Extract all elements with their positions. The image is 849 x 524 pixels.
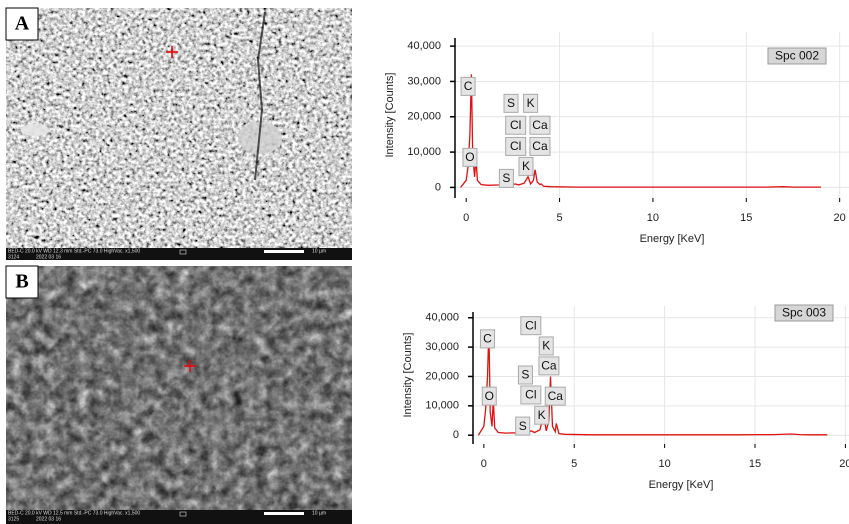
x-tick-label: 15 [740, 212, 752, 224]
x-tick-label: 20 [839, 458, 849, 470]
peak-label-box [520, 316, 542, 336]
peak-label: Ca [532, 118, 548, 132]
peak-label-box [544, 386, 566, 406]
title-box [767, 47, 827, 65]
chart-title: Spc 002 [775, 49, 819, 63]
peak-label-box [518, 156, 534, 176]
peak-label: K [522, 159, 530, 173]
x-tick-label: 20 [834, 212, 846, 224]
peak-label: S [507, 96, 515, 110]
peak-label-box [505, 136, 527, 156]
peak-label-box [515, 416, 531, 436]
y-tick-label: 20,000 [425, 370, 459, 382]
y-tick-label: 0 [453, 429, 459, 441]
peak-label-box [479, 329, 495, 349]
peak-label: C [464, 79, 473, 93]
peak-label-box [538, 336, 554, 356]
y-tick-label: 40,000 [425, 312, 459, 324]
peak-label-box [520, 385, 542, 405]
x-tick-label: 5 [571, 458, 577, 470]
peak-label-box [498, 168, 514, 188]
peak-label-box [529, 136, 551, 156]
sem-date: 2022 03 16 [36, 516, 61, 522]
scale-bar-label: 10 µm [312, 248, 326, 254]
peak-label: Ca [541, 359, 557, 373]
sem-image-b [6, 266, 352, 524]
peak-label: Cl [510, 139, 521, 153]
panel-label-box [5, 265, 39, 299]
y-tick-label: 10,000 [425, 400, 459, 412]
peak-label: K [542, 339, 550, 353]
x-tick-label: 15 [749, 458, 761, 470]
peak-label-box [505, 115, 527, 135]
x-axis-title: Energy [KeV] [649, 479, 714, 491]
sem-date: 2022 03 16 [36, 254, 61, 260]
peak-label-box [529, 115, 551, 135]
peak-label: Ca [548, 389, 564, 403]
peak-label-box [481, 386, 497, 406]
peak-label: O [465, 150, 474, 164]
peak-label: K [538, 408, 546, 422]
peak-label: S [502, 171, 510, 185]
sem-id: 3125 [8, 516, 19, 522]
peak-label: O [485, 389, 494, 403]
peak-label: Ca [532, 139, 548, 153]
peak-label-box [523, 93, 539, 113]
peak-label-box [503, 93, 519, 113]
x-tick-label: 10 [658, 458, 670, 470]
sem-id: 3124 [8, 254, 19, 260]
peak-label: Cl [510, 118, 521, 132]
panel-label-box [5, 7, 39, 41]
y-tick-label: 40,000 [407, 40, 441, 52]
sem-image-a [6, 8, 352, 260]
peak-label-box [538, 356, 560, 376]
y-axis-title: Intensity [Counts] [402, 333, 414, 418]
sem-info: BED-C 20.0 kV WD 12.3 mm Std.-PC 73.0 Hi… [8, 248, 140, 254]
x-tick-label: 0 [481, 458, 487, 470]
panel-label: A [15, 13, 30, 35]
peak-label: Cl [525, 318, 536, 332]
peak-label: S [521, 368, 529, 382]
y-axis-title: Intensity [Counts] [384, 73, 396, 158]
chart-title: Spc 003 [782, 306, 826, 320]
peak-label-box [517, 365, 533, 385]
x-axis-title: Energy [KeV] [640, 233, 705, 245]
peak-label-box [462, 147, 478, 167]
peak-label-box [534, 405, 550, 425]
x-tick-label: 5 [557, 212, 563, 224]
peak-label: K [527, 96, 535, 110]
sem-info: BED-C 20.0 kV WD 12.5 mm Std.-PC 73.0 Hi… [8, 510, 140, 516]
x-tick-label: 10 [647, 212, 659, 224]
peak-label: Cl [525, 388, 536, 402]
x-tick-label: 0 [463, 212, 469, 224]
spectrum-line [460, 74, 821, 188]
y-tick-label: 20,000 [407, 111, 441, 123]
peak-label-box [460, 76, 476, 96]
peak-label: C [483, 332, 492, 346]
scale-bar-label: 10 µm [312, 510, 326, 516]
y-tick-label: 10,000 [407, 146, 441, 158]
y-tick-label: 0 [435, 181, 441, 193]
title-box [774, 304, 834, 322]
y-tick-label: 30,000 [407, 75, 441, 87]
peak-label: S [519, 419, 527, 433]
panel-label: B [15, 271, 28, 293]
y-tick-label: 30,000 [425, 341, 459, 353]
